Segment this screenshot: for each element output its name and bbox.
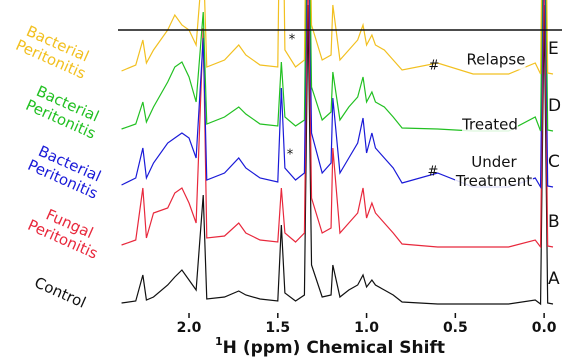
- spectra: [121, 0, 554, 306]
- x-tick-label: 2.0: [177, 320, 202, 336]
- panel-label: A: [548, 269, 560, 289]
- panel-label: B: [548, 212, 560, 232]
- spectrum: [121, 4, 554, 306]
- annotation: *: [286, 147, 294, 163]
- annotation: Treated: [462, 115, 518, 135]
- annotation: #: [427, 164, 439, 180]
- x-tick-label: 0.0: [532, 320, 557, 336]
- spectrum: [121, 0, 554, 190]
- x-axis-label-text: H (ppm) Chemical Shift: [223, 338, 445, 358]
- spectrum: [121, 0, 554, 75]
- panel-label: D: [548, 96, 561, 116]
- annotation: #: [428, 58, 440, 74]
- spectrum: [121, 0, 554, 249]
- panel-label: C: [548, 152, 560, 172]
- x-tick-label: 0.5: [443, 320, 468, 336]
- spectrum: [121, 0, 554, 132]
- annotation: Under Treatment: [455, 153, 533, 191]
- x-axis-label: 1H (ppm) Chemical Shift: [215, 335, 445, 358]
- x-axis-label-sup: 1: [215, 335, 223, 348]
- x-tick-label: 1.5: [265, 320, 290, 336]
- panel-label: E: [548, 39, 559, 59]
- annotation: *: [288, 32, 296, 48]
- x-tick-label: 1.0: [354, 320, 379, 336]
- annotation: Relapse: [466, 50, 526, 70]
